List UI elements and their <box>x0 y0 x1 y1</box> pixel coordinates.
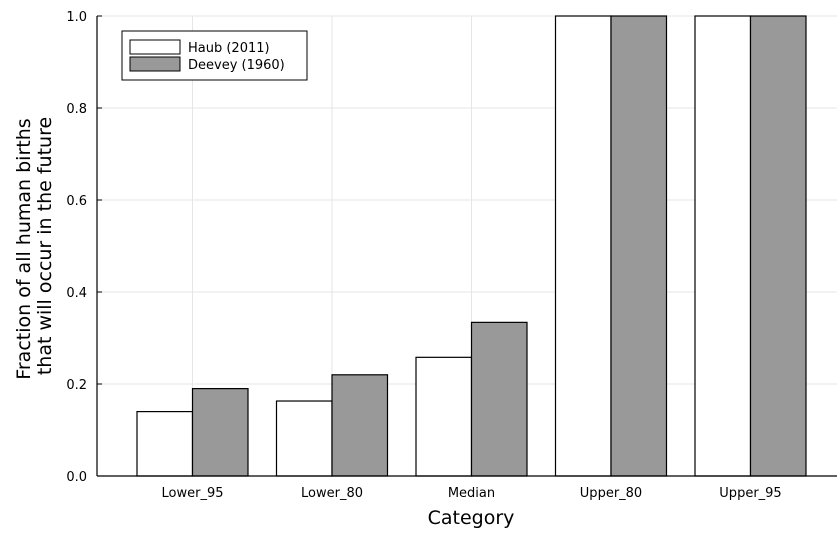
bar-haub-upper-95 <box>694 15 752 477</box>
bar-haub-lower-95 <box>136 411 194 477</box>
axes <box>96 16 837 477</box>
y-tick-label: 0.2 <box>66 378 87 393</box>
y-tick-label: 1.0 <box>66 10 87 25</box>
y-tick-label: 0.4 <box>66 286 87 301</box>
y-axis-title-line-2: that will occur in the future <box>34 117 56 375</box>
bar-deevey-upper-80 <box>610 15 668 477</box>
x-tick-label: Median <box>448 486 495 501</box>
legend-label-deevey: Deevey (1960) <box>188 58 285 73</box>
x-tick-label: Lower_80 <box>301 486 363 501</box>
x-tick-label: Lower_95 <box>162 486 224 501</box>
bars <box>136 15 807 477</box>
legend-box <box>121 30 308 81</box>
bar-deevey-upper-95 <box>749 15 807 477</box>
legend: Haub (2011) Deevey (1960) <box>121 30 308 81</box>
x-ticks: Lower_95 Lower_80 Median Upper_80 Upper_95 <box>162 471 782 501</box>
legend-swatch-deevey <box>129 56 181 72</box>
x-tick-label: Upper_80 <box>580 486 642 501</box>
bar-deevey-lower-80 <box>331 374 389 477</box>
y-axis-title-line-1: Fraction of all human births <box>13 118 35 379</box>
bar-deevey-median <box>470 321 528 477</box>
legend-label-haub: Haub (2011) <box>188 41 270 56</box>
x-tick-label: Upper_95 <box>719 486 781 501</box>
y-tick-label: 0.0 <box>66 470 87 485</box>
y-tick-label: 0.6 <box>66 194 87 209</box>
bar-deevey-lower-95 <box>191 388 249 477</box>
y-tick-label: 0.8 <box>66 102 87 117</box>
y-axis-title: Fraction of all human births that will o… <box>13 112 56 379</box>
legend-swatch-haub <box>129 39 181 55</box>
y-ticks: 0.0 0.2 0.4 0.6 0.8 1.0 <box>66 10 102 485</box>
bar-haub-median <box>415 356 473 477</box>
bar-haub-lower-80 <box>275 400 333 477</box>
bar-haub-upper-80 <box>554 15 612 477</box>
x-axis-title: Category <box>428 507 515 529</box>
